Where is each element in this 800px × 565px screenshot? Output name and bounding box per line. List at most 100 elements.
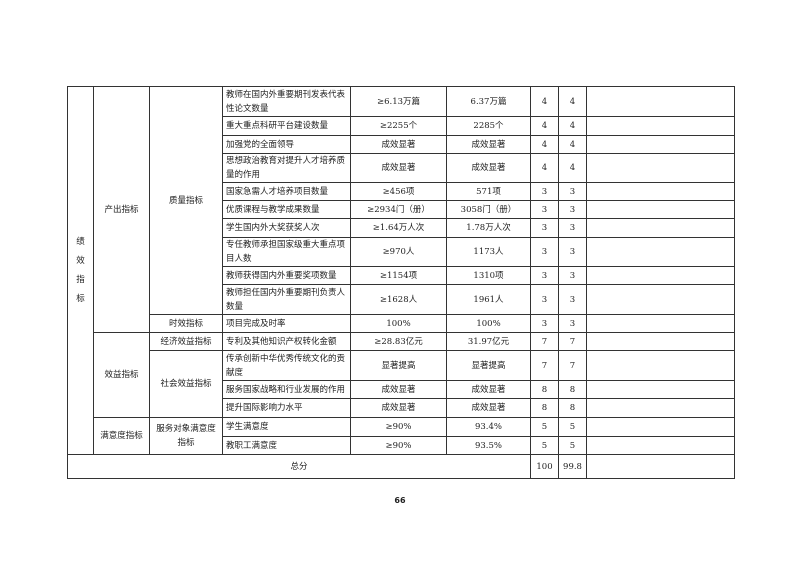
indicator-name: 教师担任国内外重要期刊负责人数量 <box>222 284 351 315</box>
target-value: ≥90% <box>350 436 447 455</box>
table-row: 时效指标 项目完成及时率 100% 100% 3 3 <box>68 314 735 333</box>
weight-value: 3 <box>530 200 559 219</box>
weight-value: 7 <box>530 332 559 351</box>
note-cell <box>586 436 735 455</box>
actual-value: 93.5% <box>446 436 531 455</box>
performance-indicator-table: 绩效指标 产出指标 质量指标 教师在国内外重要期刊发表代表性论文数量 ≥6.13万篇 6.… <box>67 86 735 479</box>
weight-value: 3 <box>530 266 559 285</box>
level2-category-benefit: 效益指标 <box>93 332 150 418</box>
indicator-name: 加强党的全面领导 <box>222 135 351 154</box>
weight-value: 4 <box>530 86 559 117</box>
table-row: 思想政治教育对提升人才培养质量的作用 成效显著 成效显著 4 4 <box>68 153 735 183</box>
score-value: 7 <box>558 332 587 351</box>
weight-value: 7 <box>530 350 559 381</box>
weight-value: 4 <box>530 135 559 154</box>
score-value: 3 <box>558 218 587 238</box>
target-value: ≥2934门（册） <box>350 200 447 219</box>
actual-value: 100% <box>446 314 531 333</box>
table-row: 教师担任国内外重要期刊负责人数量 ≥1628人 1961人 3 3 <box>68 284 735 315</box>
weight-value: 8 <box>530 380 559 399</box>
note-cell <box>586 135 735 154</box>
weight-value: 3 <box>530 314 559 333</box>
actual-value: 2285个 <box>446 116 531 136</box>
score-value: 7 <box>558 350 587 381</box>
indicator-name: 国家急需人才培养项目数量 <box>222 182 351 201</box>
table-row: 绩效指标 产出指标 质量指标 教师在国内外重要期刊发表代表性论文数量 ≥6.13万篇 6.… <box>67 86 735 455</box>
actual-value: 1961人 <box>446 284 531 315</box>
actual-value: 1310项 <box>446 266 531 285</box>
score-value: 5 <box>558 417 587 437</box>
indicator-name: 提升国际影响力水平 <box>222 398 351 418</box>
actual-value: 6.37万篇 <box>446 86 531 117</box>
actual-value: 成效显著 <box>446 380 531 399</box>
target-value: 成效显著 <box>350 153 447 183</box>
level1-category-performance-indicator: 绩效指标 <box>76 236 85 304</box>
score-value: 4 <box>558 135 587 154</box>
note-cell <box>586 332 735 351</box>
level3-category-social-benefit: 社会效益指标 <box>149 350 223 418</box>
actual-value: 成效显著 <box>446 135 531 154</box>
table-row: 学生国内外大奖获奖人次 ≥1.64万人次 1.78万人次 3 3 <box>68 218 735 238</box>
note-cell <box>586 380 735 399</box>
indicator-name: 优质课程与教学成果数量 <box>222 200 351 219</box>
target-value: ≥90% <box>350 417 447 437</box>
indicator-name: 学生国内外大奖获奖人次 <box>222 218 351 238</box>
weight-value: 3 <box>530 218 559 238</box>
note-cell <box>586 218 735 238</box>
level2-category-output: 产出指标 <box>93 86 150 333</box>
target-value: ≥28.83亿元 <box>350 332 447 351</box>
total-note <box>586 454 735 479</box>
score-value: 4 <box>558 86 587 117</box>
score-value: 3 <box>558 200 587 219</box>
table-row: 满意度指标 服务对象满意度指标 学生满意度 ≥90% 93.4% 5 5 <box>68 417 735 455</box>
level3-category-quality: 质量指标 <box>149 86 223 315</box>
total-weight: 100 <box>530 454 559 479</box>
actual-value: 31.97亿元 <box>446 332 531 351</box>
total-label: 总分 <box>67 454 531 479</box>
indicator-name: 专利及其他知识产权转化金额 <box>222 332 351 351</box>
score-value: 8 <box>558 398 587 418</box>
page-number: 66 <box>394 496 406 505</box>
note-cell <box>586 350 735 381</box>
score-value: 3 <box>558 314 587 333</box>
table-row: 教师获得国内外重要奖项数量 ≥1154项 1310项 3 3 <box>68 266 735 285</box>
weight-value: 3 <box>530 182 559 201</box>
target-value: ≥1.64万人次 <box>350 218 447 238</box>
score-value: 3 <box>558 284 587 315</box>
note-cell <box>586 314 735 333</box>
actual-value: 成效显著 <box>446 153 531 183</box>
table-row: 优质课程与教学成果数量 ≥2934门（册） 3058门（册） 3 3 <box>68 200 735 219</box>
target-value: 成效显著 <box>350 398 447 418</box>
note-cell <box>586 200 735 219</box>
level2-category-satisfaction: 满意度指标 <box>93 417 150 455</box>
actual-value: 显著提高 <box>446 350 531 381</box>
target-value: ≥1628人 <box>350 284 447 315</box>
indicator-name: 思想政治教育对提升人才培养质量的作用 <box>222 153 351 183</box>
indicator-name: 重大重点科研平台建设数量 <box>222 116 351 136</box>
score-value: 5 <box>558 436 587 455</box>
weight-value: 4 <box>530 116 559 136</box>
note-cell <box>586 182 735 201</box>
score-value: 8 <box>558 380 587 399</box>
actual-value: 93.4% <box>446 417 531 437</box>
total-score: 99.8 <box>558 454 587 479</box>
table-row: 社会效益指标 传承创新中华优秀传统文化的贡献度 显著提高 显著提高 7 7 <box>68 350 735 418</box>
weight-value: 3 <box>530 284 559 315</box>
score-value: 4 <box>558 153 587 183</box>
weight-value: 4 <box>530 153 559 183</box>
weight-value: 8 <box>530 398 559 418</box>
score-value: 3 <box>558 237 587 267</box>
target-value: ≥2255个 <box>350 116 447 136</box>
weight-value: 5 <box>530 436 559 455</box>
target-value: 100% <box>350 314 447 333</box>
actual-value: 571项 <box>446 182 531 201</box>
weight-value: 3 <box>530 237 559 267</box>
note-cell <box>586 86 735 117</box>
indicator-name: 教职工满意度 <box>222 436 351 455</box>
indicator-name: 服务国家战略和行业发展的作用 <box>222 380 351 399</box>
target-value: 成效显著 <box>350 380 447 399</box>
weight-value: 5 <box>530 417 559 437</box>
indicator-name: 教师在国内外重要期刊发表代表性论文数量 <box>222 86 351 117</box>
score-value: 3 <box>558 266 587 285</box>
indicator-name: 传承创新中华优秀传统文化的贡献度 <box>222 350 351 381</box>
